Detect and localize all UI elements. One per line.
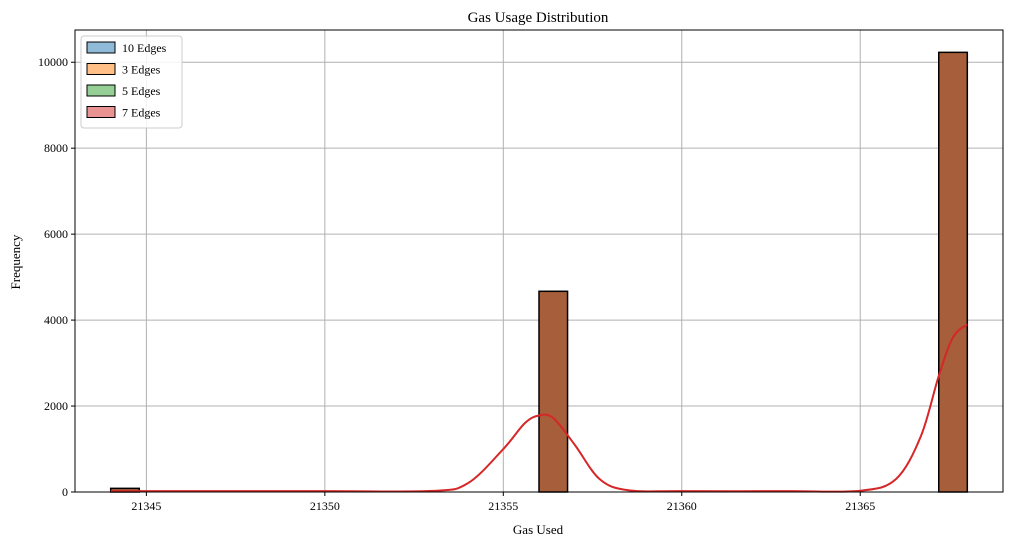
y-axis-ticks: 0 2000 4000 6000 8000 10000 (38, 55, 75, 499)
y-axis-label: Frequency (8, 234, 23, 289)
y-tick-label-3: 6000 (44, 227, 68, 241)
y-tick-label-5: 10000 (38, 55, 68, 69)
y-tick-label-1: 2000 (44, 399, 68, 413)
legend-label-0: 10 Edges (122, 41, 167, 55)
x-tick-label-4: 21365 (845, 499, 875, 513)
x-tick-label-3: 21360 (667, 499, 697, 513)
x-tick-label-2: 21355 (488, 499, 518, 513)
legend-swatch-3 (86, 106, 116, 118)
chart-title: Gas Usage Distribution (468, 10, 609, 26)
legend-label-1: 3 Edges (122, 63, 161, 77)
y-tick-label-4: 8000 (44, 141, 68, 155)
histogram-bar-1 (538, 290, 569, 493)
legend-swatch-2 (86, 84, 116, 97)
y-tick-label-2: 4000 (44, 313, 68, 327)
x-axis-label: Gas Used (513, 522, 564, 537)
legend-box (80, 35, 183, 129)
x-axis-ticks: 21345 21350 21355 21360 21365 (131, 492, 875, 513)
y-tick-label-0: 0 (62, 485, 68, 499)
x-tick-label-0: 21345 (131, 499, 161, 513)
legend-swatch-1 (86, 63, 116, 75)
legend-label-2: 5 Edges (122, 84, 161, 98)
legend-swatch-0 (86, 41, 116, 54)
legend-label-3: 7 Edges (122, 106, 161, 120)
plot-frame (74, 29, 1004, 493)
x-tick-label-1: 21350 (310, 499, 340, 513)
legend: 10 Edges 3 Edges 5 Edges 7 Edges (80, 35, 183, 129)
histogram-bar-2 (938, 51, 969, 493)
histogram-bars (109, 51, 969, 493)
